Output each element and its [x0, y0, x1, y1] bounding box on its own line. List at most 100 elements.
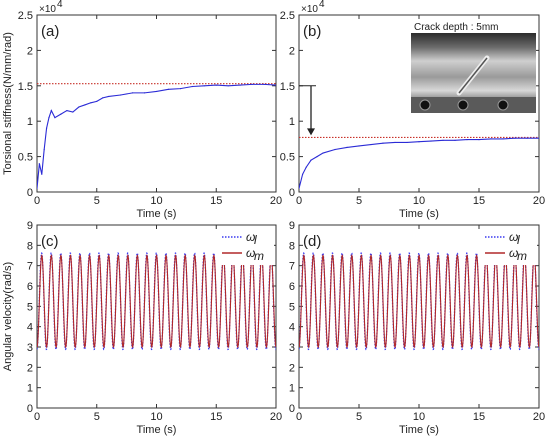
data-point: [346, 146, 348, 148]
data-point: [60, 113, 62, 115]
x-tick-label: 5: [356, 411, 362, 423]
data-point: [48, 117, 50, 119]
y-exponent-power: 4: [319, 0, 325, 10]
data-point: [358, 145, 360, 147]
x-tick-label: 10: [150, 411, 162, 423]
bolt-hole: [457, 99, 469, 111]
y-tick-label: 1: [27, 383, 33, 395]
data-point: [430, 140, 432, 142]
y-tick-label: 2: [27, 45, 33, 57]
data-point: [120, 94, 122, 96]
panel-b: 0 5 10 15 20 0 0.5 1 1.5 2 2.5 Time (s) ×10 4 Crack de…: [280, 0, 545, 220]
data-point: [299, 187, 300, 190]
inset-caption: Crack depth : 5mm: [414, 22, 498, 33]
y-tick-label: 4: [289, 322, 295, 334]
data-point: [454, 139, 456, 141]
data-point: [370, 143, 372, 146]
x-tick-label: 10: [150, 195, 162, 207]
data-point: [394, 141, 396, 144]
y-tick-label: 8: [289, 240, 295, 252]
x-tick-label: 5: [94, 411, 100, 423]
data-point: [102, 97, 104, 99]
data-point: [251, 83, 253, 85]
y-tick-label: 1: [289, 383, 295, 395]
data-point: [191, 85, 193, 88]
data-point: [143, 92, 146, 94]
y-axis-label: Angular velocity(rad/s): [2, 262, 14, 371]
series-line: [299, 137, 539, 189]
x-tick-label: 15: [473, 411, 485, 423]
legend-subscript: m: [517, 249, 527, 263]
data-point: [78, 106, 80, 108]
series-line-l: [37, 252, 276, 351]
series-line-m: [37, 254, 276, 349]
crack-line: [458, 57, 488, 94]
data-point: [155, 90, 158, 93]
x-tick-label: 0: [34, 411, 40, 423]
y-tick-label: 4: [27, 322, 33, 334]
data-point: [84, 104, 86, 106]
data-point: [316, 156, 318, 158]
y-exponent-label: ×10: [301, 4, 318, 15]
data-point: [41, 173, 43, 175]
plot-area-c: [37, 252, 276, 351]
series-line-l: [299, 252, 539, 351]
x-tick-label: 20: [270, 411, 282, 423]
data-point: [275, 84, 276, 86]
y-tick-label: 7: [27, 261, 33, 273]
y-tick-label: 0: [27, 187, 33, 199]
data-point: [108, 95, 110, 98]
y-tick-label: 8: [27, 240, 33, 252]
y-tick-label: 9: [289, 220, 295, 232]
data-point: [167, 88, 170, 90]
panel-label-c: (c): [41, 233, 59, 250]
data-point: [502, 138, 504, 140]
data-point: [179, 88, 181, 90]
series-line-m: [299, 254, 539, 349]
data-point: [215, 84, 217, 86]
y-tick-label: 6: [27, 281, 33, 293]
data-point: [305, 166, 307, 168]
data-point: [418, 141, 420, 143]
data-point: [302, 173, 304, 175]
panel-label-a: (a): [41, 23, 59, 40]
y-exponent-label: ×10: [39, 4, 56, 15]
y-tick-label: 3: [27, 342, 33, 354]
data-point: [72, 111, 74, 113]
legend-box: [218, 229, 274, 265]
y-tick-label: 7: [289, 261, 295, 273]
y-tick-label: 1.5: [280, 81, 295, 93]
y-tick-label: 5: [289, 301, 295, 313]
panel-a: 0 5 10 15 20 0 0.5 1 1.5 2 2.5 Time (s) Torsional st…: [2, 0, 282, 220]
plot-area-d: [299, 252, 539, 351]
x-tick-label: 20: [533, 411, 545, 423]
data-point: [526, 137, 528, 139]
x-axis-label: Time (s): [137, 424, 177, 436]
axes-frame-a: [36, 14, 277, 193]
data-point: [203, 85, 205, 87]
legend-subscript: l: [254, 233, 257, 247]
plot-area-a: [37, 83, 276, 190]
panel-label-d: (d): [303, 233, 321, 250]
data-point: [37, 187, 38, 190]
y-tick-label: 0.5: [280, 152, 295, 164]
y-tick-label: 2: [27, 362, 33, 374]
data-point: [538, 137, 539, 139]
panel-label-b: (b): [303, 23, 321, 40]
x-tick-label: 0: [34, 195, 40, 207]
y-tick-label: 0: [27, 403, 33, 415]
data-point: [227, 85, 229, 87]
x-tick-label: 5: [94, 195, 100, 207]
data-point: [490, 138, 492, 140]
x-axis-label: Time (s): [399, 208, 439, 220]
y-tick-label: 5: [27, 301, 33, 313]
x-tick-label: 15: [473, 195, 485, 207]
data-point: [96, 100, 98, 102]
data-point: [382, 142, 384, 144]
legend-box: [481, 229, 537, 265]
data-point: [38, 163, 40, 165]
panel-c: 0 5 10 15 20 0 1 2 3 4 5 6 7 8 9 Time (s) Angular veloci…: [2, 220, 282, 436]
y-tick-label: 2.5: [280, 10, 295, 22]
arrow-head: [307, 128, 315, 136]
